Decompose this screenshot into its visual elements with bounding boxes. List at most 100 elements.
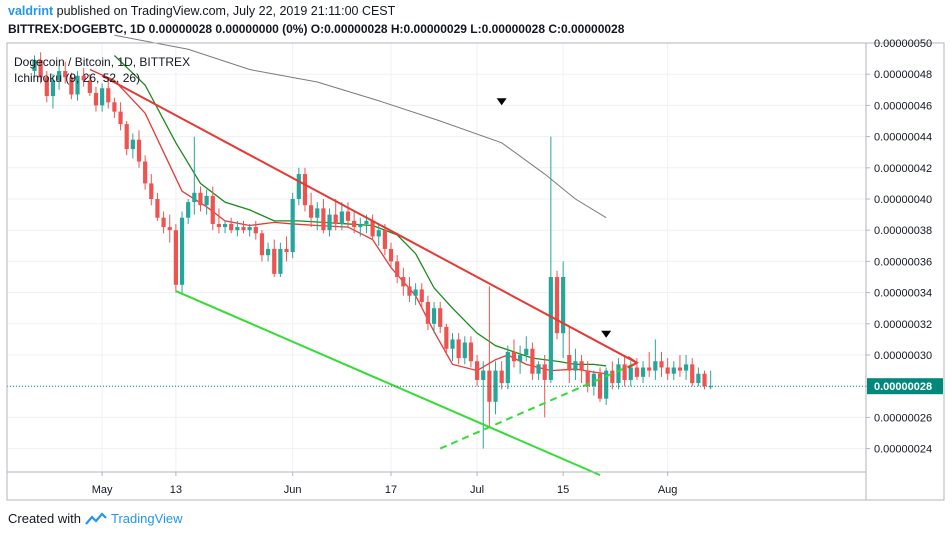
candle-body: [659, 361, 664, 368]
candle-body: [677, 367, 683, 371]
candle-body: [554, 277, 560, 334]
candle-body: [536, 364, 541, 374]
candle-body: [647, 367, 652, 371]
price-tick-label: 0.00000050: [874, 38, 932, 50]
candle-body: [100, 88, 105, 106]
candle-body: [468, 342, 474, 362]
candle-body: [155, 199, 160, 218]
candle-body: [38, 60, 43, 78]
marker-down-triangle: [601, 330, 612, 338]
price-tick-label: 0.00000048: [874, 69, 932, 81]
candle-body: [204, 195, 209, 206]
candle-body: [253, 227, 258, 234]
candle-body: [352, 220, 357, 228]
candle-body: [333, 214, 338, 224]
candle-body: [358, 223, 363, 228]
candle-body: [321, 208, 326, 231]
trendline-descending-resistance: [101, 74, 638, 364]
chart-title: Dogecoin / Bitcoin, 1D, BITTREX: [14, 55, 190, 69]
candle-body: [216, 223, 222, 228]
candle-body: [487, 370, 492, 402]
candle-body: [364, 220, 369, 224]
trendline-arrowhead: [627, 355, 639, 369]
candle-body: [567, 355, 572, 371]
candle-body: [186, 202, 191, 218]
price-tick-label: 0.00000042: [874, 163, 932, 175]
tradingview-brand[interactable]: TradingView: [110, 511, 183, 526]
candle-body: [272, 248, 277, 274]
candle-body: [548, 277, 553, 380]
candle-body: [50, 80, 56, 97]
time-tick-label: May: [92, 484, 113, 496]
chart-frame: [6, 42, 945, 501]
publish-header: valdrint published on TradingView.com, J…: [8, 4, 395, 18]
candle-body: [671, 367, 676, 374]
candle-body: [499, 370, 504, 384]
time-tick-label: Aug: [658, 484, 678, 496]
candle-body: [425, 301, 431, 324]
candle-body: [708, 386, 713, 388]
price-axis[interactable]: 0.00000050 0.00000048 0.00000046 0.00000044…: [866, 38, 943, 456]
time-axis[interactable]: May 13 Jun 17 Jul 15 Aug: [92, 472, 678, 496]
candle-body: [149, 183, 154, 199]
candle-body: [161, 217, 166, 228]
marker-down-triangle: [496, 98, 507, 106]
candle-body: [579, 361, 584, 371]
current-price-tag: [867, 378, 943, 395]
price-tick-label: 0.00000030: [874, 350, 932, 362]
time-tick-label: 15: [557, 484, 569, 496]
candle-body: [198, 192, 203, 206]
author-link[interactable]: valdrint: [8, 4, 54, 18]
candle-body: [241, 227, 246, 231]
price-tick-label: 0.00000036: [874, 256, 932, 268]
candle-body: [462, 342, 467, 359]
candle-body: [591, 373, 596, 387]
candle-body: [259, 233, 265, 256]
candle-body: [616, 364, 621, 384]
ohlc-header: BITTREX:DOGEBTC, 1D 0.00000028 0.0000000…: [8, 22, 625, 36]
candle-body: [63, 71, 68, 78]
candle-body: [75, 75, 80, 95]
candle-body: [640, 367, 646, 377]
time-tick-label: 13: [170, 484, 182, 496]
candle-body: [327, 214, 332, 231]
candles: [32, 52, 713, 449]
candle-body: [222, 223, 228, 228]
candle-body: [456, 339, 461, 359]
candle-body: [493, 370, 498, 402]
candle-body: [235, 227, 240, 231]
candle-body: [702, 373, 707, 387]
tradingview-logo-icon: [85, 511, 107, 525]
candle-body: [524, 348, 529, 355]
grid: [7, 42, 866, 472]
price-tick-label: 0.00000032: [874, 319, 932, 331]
candle-body: [665, 367, 670, 374]
candle-body: [143, 161, 148, 184]
candle-body: [167, 227, 172, 231]
price-tick-label: 0.00000034: [874, 288, 932, 300]
candle-body: [388, 248, 394, 262]
trendlines: [101, 74, 639, 477]
price-tick-label: 0.00000040: [874, 194, 932, 206]
candle-body: [284, 248, 289, 253]
candle-body: [265, 248, 271, 256]
candle-body: [376, 230, 381, 237]
candle-body: [136, 139, 142, 162]
candle-body: [542, 364, 547, 380]
candle-body: [474, 361, 480, 380]
published-text: published on TradingView.com, July 22, 2…: [56, 4, 396, 18]
candle-body: [505, 351, 510, 384]
candle-body: [444, 326, 449, 349]
candle-body: [179, 217, 185, 285]
candle-body: [81, 75, 86, 81]
price-tick-label: 0.00000044: [874, 132, 932, 144]
candle-body: [130, 139, 135, 150]
candle-body: [124, 124, 129, 150]
candle-body: [622, 364, 627, 380]
candle-body: [210, 195, 215, 224]
candle-body: [696, 373, 701, 384]
candle-body: [450, 339, 455, 349]
candle-body: [315, 208, 320, 218]
price-tick-label: 0.00000038: [874, 225, 932, 237]
